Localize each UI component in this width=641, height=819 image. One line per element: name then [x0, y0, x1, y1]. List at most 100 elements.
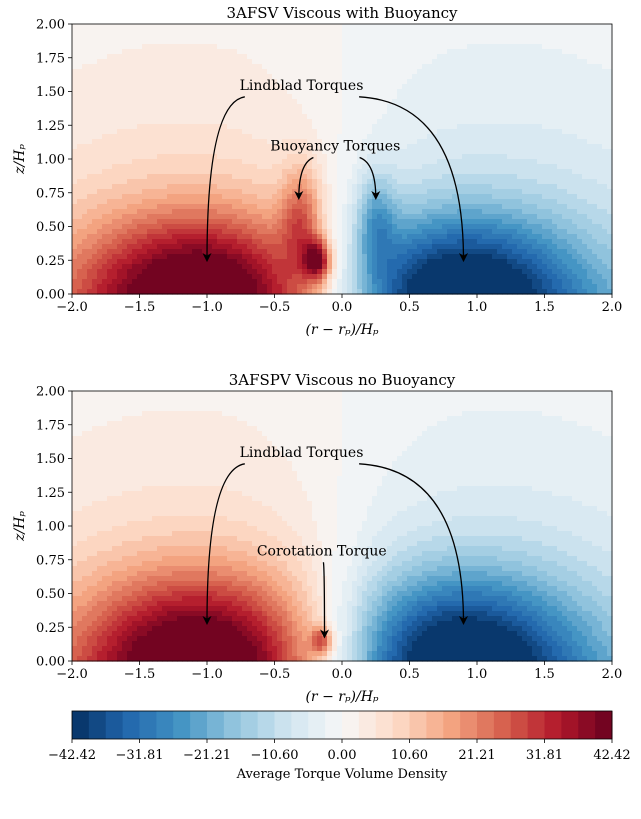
heatmap-cell — [152, 254, 158, 260]
heatmap-cell — [522, 104, 528, 110]
heatmap-cell — [332, 44, 338, 50]
heatmap-cell — [92, 89, 98, 95]
heatmap-cell — [392, 249, 398, 255]
heatmap-cell — [212, 274, 218, 280]
heatmap-cell — [452, 39, 458, 45]
heatmap-cell — [397, 24, 403, 30]
heatmap-cell — [242, 229, 248, 235]
heatmap-cell — [417, 54, 423, 60]
heatmap-cell — [332, 274, 338, 280]
heatmap-cell — [322, 269, 328, 275]
heatmap-cell — [397, 34, 403, 40]
heatmap-cell — [337, 164, 343, 170]
heatmap-cell — [372, 144, 378, 150]
heatmap-cell — [482, 114, 488, 120]
heatmap-cell — [112, 219, 118, 225]
heatmap-cell — [222, 279, 228, 285]
heatmap-cell — [122, 249, 128, 255]
heatmap-cell — [172, 74, 178, 80]
heatmap-cell — [107, 189, 113, 195]
heatmap-cell — [177, 249, 183, 255]
heatmap-cell — [112, 279, 118, 285]
heatmap-cell — [72, 69, 78, 75]
heatmap-cell — [507, 279, 513, 285]
heatmap-cell — [142, 154, 148, 160]
heatmap-cell — [77, 69, 83, 75]
heatmap-cell — [222, 39, 228, 45]
heatmap-cell — [262, 59, 268, 65]
heatmap-cell — [117, 54, 123, 60]
heatmap-cell — [427, 164, 433, 170]
heatmap-cell — [227, 24, 233, 30]
heatmap-cell — [252, 114, 258, 120]
heatmap-cell — [512, 229, 518, 235]
heatmap-cell — [82, 74, 88, 80]
heatmap-cell — [242, 274, 248, 280]
heatmap-cell — [232, 144, 238, 150]
heatmap-cell — [462, 224, 468, 230]
heatmap-cell — [402, 289, 408, 295]
heatmap-cell — [457, 174, 463, 180]
heatmap-cell — [522, 39, 528, 45]
heatmap-cell — [212, 164, 218, 170]
heatmap-cell — [102, 214, 108, 220]
heatmap-cell — [342, 284, 348, 290]
heatmap-cell — [142, 99, 148, 105]
heatmap-cell — [187, 39, 193, 45]
heatmap-cell — [442, 264, 448, 270]
heatmap-cell — [222, 54, 228, 60]
heatmap-cell — [297, 154, 303, 160]
heatmap-cell — [467, 244, 473, 250]
heatmap-cell — [412, 104, 418, 110]
heatmap-cell — [247, 79, 253, 85]
heatmap-cell — [307, 94, 313, 100]
heatmap-cell — [457, 284, 463, 290]
heatmap-cell — [327, 139, 333, 145]
heatmap-cell — [352, 59, 358, 65]
heatmap-cell — [457, 169, 463, 175]
heatmap-cell — [357, 269, 363, 275]
heatmap-cell — [487, 54, 493, 60]
heatmap-cell — [82, 224, 88, 230]
heatmap-cell — [242, 89, 248, 95]
heatmap-cell — [222, 174, 228, 180]
heatmap-cell — [162, 224, 168, 230]
heatmap-cell — [242, 204, 248, 210]
heatmap-cell — [472, 59, 478, 65]
heatmap-cell — [302, 119, 308, 125]
heatmap-cell — [352, 269, 358, 275]
heatmap-cell — [192, 169, 198, 175]
heatmap-cell — [457, 179, 463, 185]
heatmap-cell — [487, 239, 493, 245]
heatmap-cell — [492, 249, 498, 255]
heatmap-cell — [332, 174, 338, 180]
heatmap-cell — [477, 209, 483, 215]
heatmap-cell — [272, 264, 278, 270]
heatmap-cell — [152, 64, 158, 70]
heatmap-cell — [247, 114, 253, 120]
heatmap-cell — [107, 194, 113, 200]
heatmap-cell — [492, 124, 498, 130]
heatmap-cell — [437, 154, 443, 160]
heatmap-cell — [222, 179, 228, 185]
heatmap-cell — [272, 174, 278, 180]
heatmap-cell — [317, 59, 323, 65]
heatmap-cell — [507, 269, 513, 275]
heatmap-cell — [407, 204, 413, 210]
heatmap-cell — [237, 129, 243, 135]
heatmap-cell — [232, 134, 238, 140]
heatmap-cell — [222, 239, 228, 245]
heatmap-cell — [482, 99, 488, 105]
heatmap-cell — [512, 164, 518, 170]
heatmap-cell — [412, 44, 418, 50]
heatmap-cell — [332, 179, 338, 185]
heatmap-cell — [152, 134, 158, 140]
heatmap-cell — [412, 34, 418, 40]
heatmap-cell — [287, 94, 293, 100]
heatmap-cell — [72, 49, 78, 55]
heatmap-cell — [117, 259, 123, 265]
heatmap-cell — [132, 129, 138, 135]
heatmap-cell — [222, 209, 228, 215]
heatmap-cell — [372, 289, 378, 295]
heatmap-cell — [512, 149, 518, 155]
